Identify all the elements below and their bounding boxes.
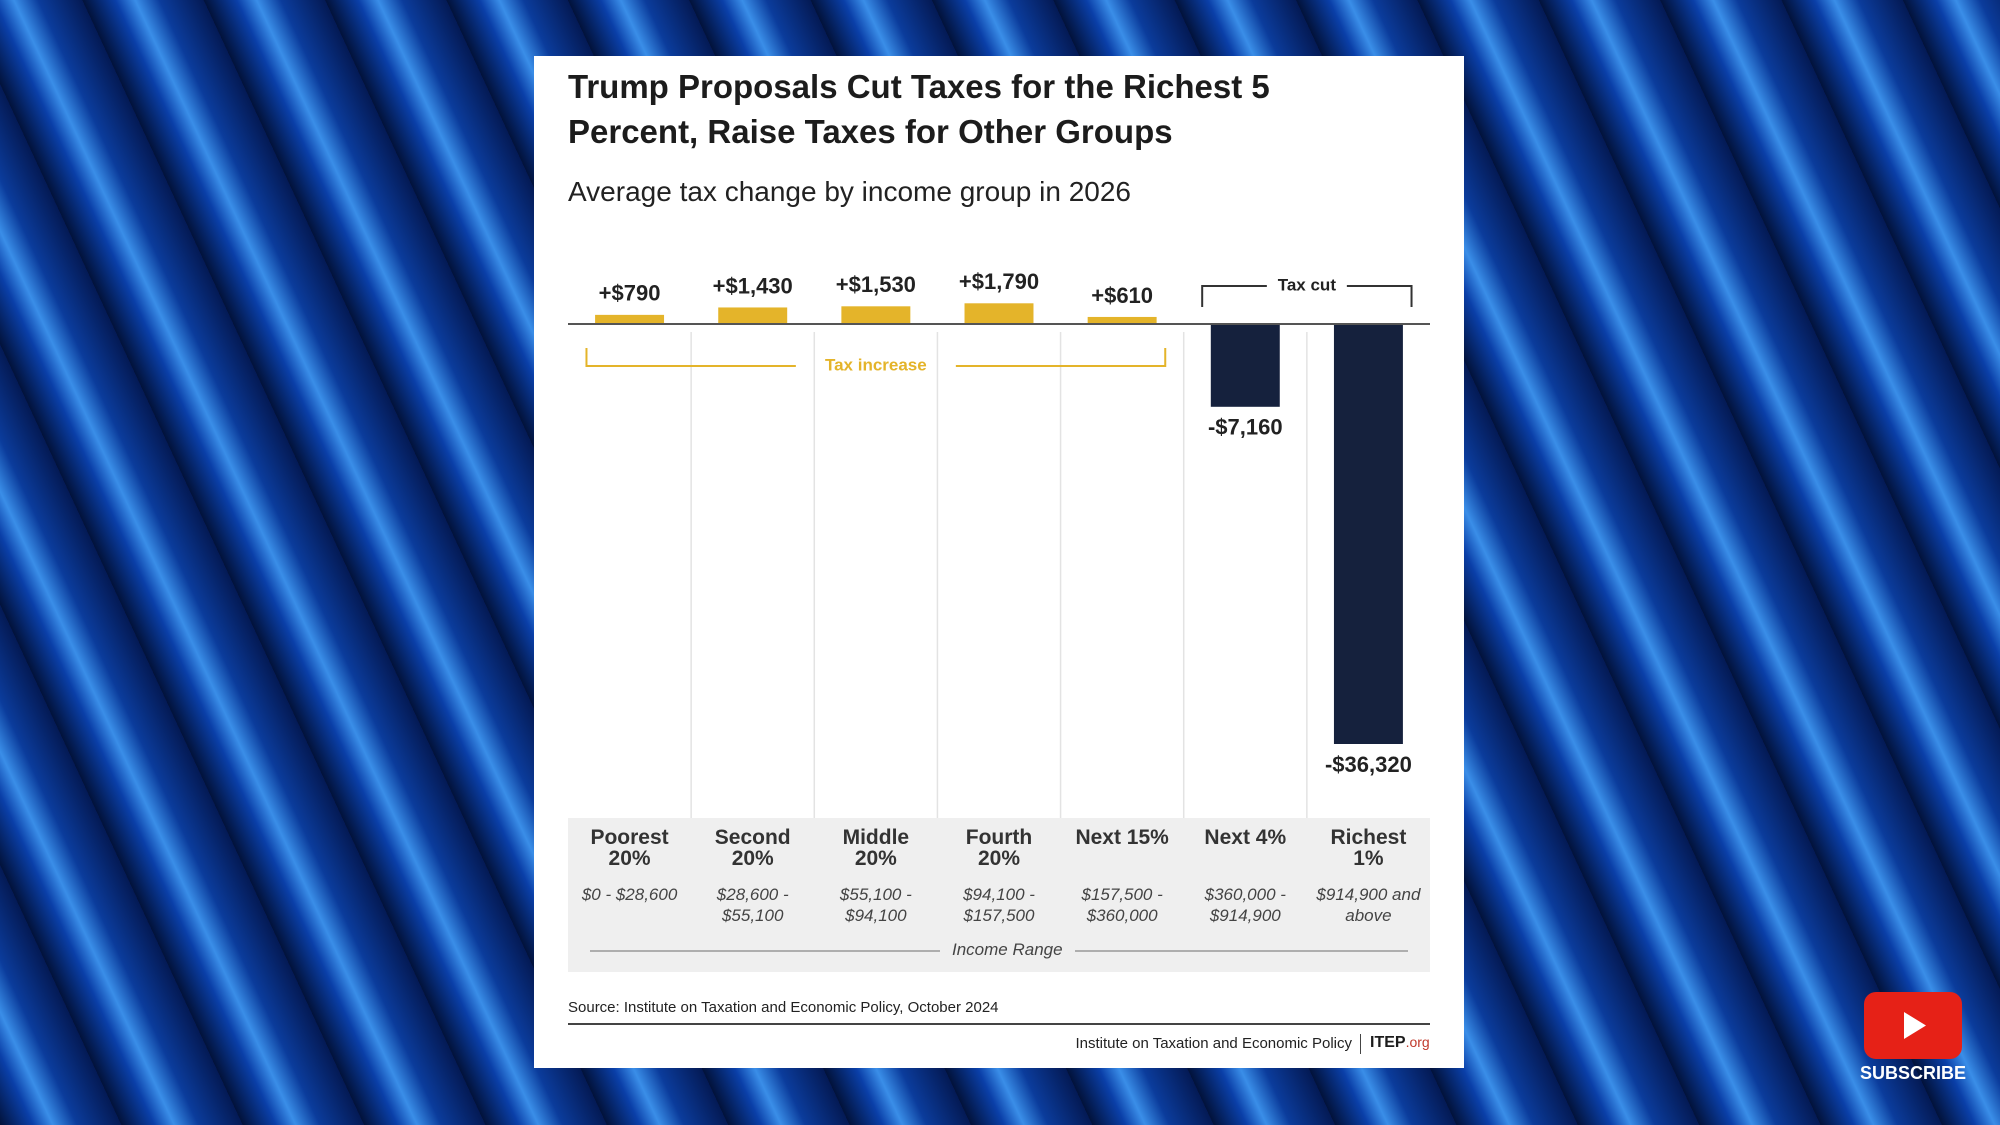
category-label: Next 4% [1204, 826, 1287, 849]
brand: ITEP.org [1370, 1034, 1430, 1052]
category-label: Fourth 20% [965, 826, 1033, 870]
footer-rule [568, 1023, 1430, 1025]
category-label: Second 20% [714, 826, 791, 870]
bar [1210, 324, 1280, 407]
annotation: Tax increase [825, 355, 927, 374]
bar [718, 307, 788, 324]
subscribe-label[interactable]: SUBSCRIBE [1859, 1063, 1966, 1083]
income-range: $55,100 - $94,100 [839, 885, 912, 925]
bar [1333, 324, 1403, 744]
cut-bracket [1201, 285, 1413, 307]
value-label: +$1,530 [836, 272, 916, 297]
bar [841, 306, 911, 324]
value-label: -$7,160 [1208, 415, 1283, 440]
category-label: Richest 1% [1330, 826, 1407, 870]
bar [595, 314, 665, 324]
value-label: +$610 [1091, 283, 1153, 308]
bar [1087, 316, 1157, 324]
brand-suffix: .org [1405, 1034, 1430, 1050]
x-axis-label: Income Range [940, 940, 1075, 960]
annotation: Tax cut [1278, 275, 1337, 294]
footer-divider [1360, 1034, 1361, 1054]
source: Source: Institute on Taxation and Econom… [568, 999, 999, 1016]
category-label: Poorest 20% [590, 826, 669, 870]
increase-bracket [585, 348, 1167, 367]
subscribe-button[interactable] [1864, 992, 1962, 1059]
value-label: -$36,320 [1325, 752, 1412, 777]
income-range: $28,600 - $55,100 [716, 885, 789, 925]
income-range: $914,900 and above [1316, 885, 1421, 925]
footer: Institute on Taxation and Economic Polic… [1075, 1035, 1352, 1052]
value-label: +$1,790 [959, 269, 1039, 294]
category-label: Next 15% [1075, 826, 1169, 849]
value-label: +$1,430 [713, 273, 793, 298]
value-label: +$790 [599, 281, 661, 306]
category-label: Middle 20% [842, 826, 910, 870]
chart-subtitle: Average tax change by income group in 20… [568, 176, 1131, 207]
play-icon [1904, 1012, 1926, 1039]
chart-title: Trump Proposals Cut Taxes for the Riches… [568, 68, 1270, 150]
income-range: $0 - $28,600 [581, 885, 678, 904]
income-range: $360,000 - $914,900 [1204, 885, 1286, 925]
bar [964, 303, 1034, 324]
brand-name: ITEP [1370, 1034, 1406, 1051]
income-range: $94,100 - $157,500 [963, 885, 1035, 925]
income-range: $157,500 - $360,000 [1081, 885, 1163, 925]
